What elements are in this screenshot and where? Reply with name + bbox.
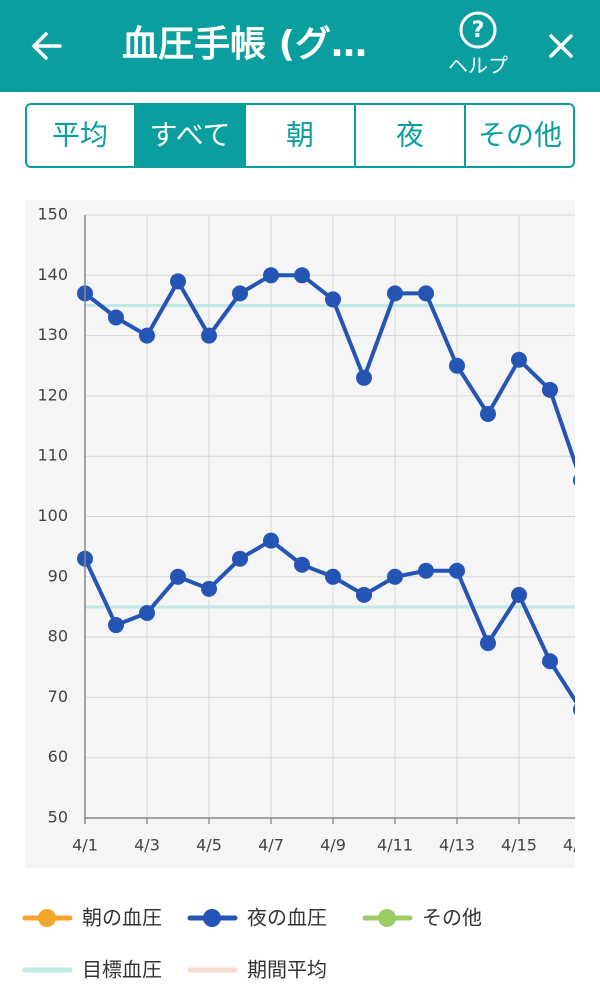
y-tick-label: 110 — [37, 446, 68, 465]
data-point — [170, 568, 186, 585]
x-tick-label: 4/7 — [258, 836, 284, 855]
tab-label[interactable]: 朝 — [286, 119, 314, 152]
legend-label: その他 — [422, 906, 482, 930]
x-tick-label: 4/1 — [72, 836, 98, 855]
data-point — [511, 351, 527, 368]
data-point — [449, 562, 465, 579]
app-bar — [0, 0, 600, 92]
back-button[interactable] — [31, 32, 62, 60]
tab-label[interactable]: すべて — [150, 119, 231, 152]
close-button[interactable] — [549, 34, 573, 58]
data-point — [294, 267, 310, 284]
data-point — [232, 285, 248, 302]
app-title: 血圧手帳 (グ… — [122, 24, 367, 65]
x-tick-label: 4/13 — [439, 836, 475, 855]
data-point — [387, 568, 403, 585]
x-tick-label: 4/17 — [563, 836, 599, 855]
legend-label: 夜の血圧 — [247, 906, 327, 930]
data-point — [418, 285, 434, 302]
data-point — [325, 291, 341, 308]
data-point — [449, 357, 465, 374]
chart-background — [25, 200, 575, 868]
x-tick-label: 4/9 — [320, 836, 346, 855]
data-point — [201, 580, 217, 597]
y-tick-label: 100 — [37, 506, 68, 525]
y-tick-label: 150 — [37, 205, 68, 224]
data-point — [480, 635, 496, 652]
data-point — [139, 327, 155, 344]
data-point — [294, 556, 310, 573]
y-tick-label: 80 — [48, 627, 68, 646]
legend-label: 目標血圧 — [82, 958, 162, 982]
tab-label[interactable]: その他 — [478, 119, 562, 152]
data-point — [542, 653, 558, 670]
x-tick-label: 4/3 — [134, 836, 160, 855]
help-button[interactable]: ? ヘルプ — [448, 11, 508, 78]
y-tick-label: 130 — [37, 325, 68, 344]
help-icon: ? — [472, 18, 485, 43]
legend-label: 期間平均 — [247, 958, 327, 982]
help-label: ヘルプ — [448, 54, 508, 78]
data-point — [263, 267, 279, 284]
data-point — [418, 562, 434, 579]
data-point — [511, 586, 527, 603]
data-point — [480, 405, 496, 422]
plot — [77, 215, 575, 824]
data-point — [201, 327, 217, 344]
y-tick-label: 90 — [48, 566, 68, 585]
data-point — [139, 604, 155, 621]
x-labels: 4/1 4/3 4/5 4/7 4/9 4/11 4/13 4/15 4/17 — [72, 836, 599, 855]
y-tick-label: 50 — [48, 808, 68, 827]
data-point — [263, 532, 279, 549]
data-point — [387, 285, 403, 302]
data-point — [108, 617, 124, 634]
x-tick-label: 4/15 — [501, 836, 537, 855]
legend-marker — [203, 909, 221, 927]
data-point — [573, 704, 575, 715]
data-point — [325, 568, 341, 585]
legend-marker — [378, 909, 396, 927]
data-point — [232, 550, 248, 567]
data-point — [170, 273, 186, 290]
data-point — [356, 369, 372, 386]
legend-marker — [38, 909, 56, 927]
x-tick-label: 4/5 — [196, 836, 222, 855]
data-point — [356, 586, 372, 603]
legend-label: 朝の血圧 — [82, 906, 162, 930]
y-tick-label: 120 — [37, 385, 68, 404]
data-point — [108, 309, 124, 326]
y-tick-label: 60 — [48, 747, 68, 766]
x-tick-label: 4/11 — [377, 836, 413, 855]
tab-label[interactable]: 平均 — [52, 119, 108, 152]
y-tick-label: 70 — [48, 687, 68, 706]
tab-label[interactable]: 夜 — [396, 119, 424, 152]
data-point — [542, 381, 558, 398]
y-tick-label: 140 — [37, 265, 68, 284]
data-point — [573, 475, 575, 486]
tab-selected[interactable] — [135, 104, 245, 167]
